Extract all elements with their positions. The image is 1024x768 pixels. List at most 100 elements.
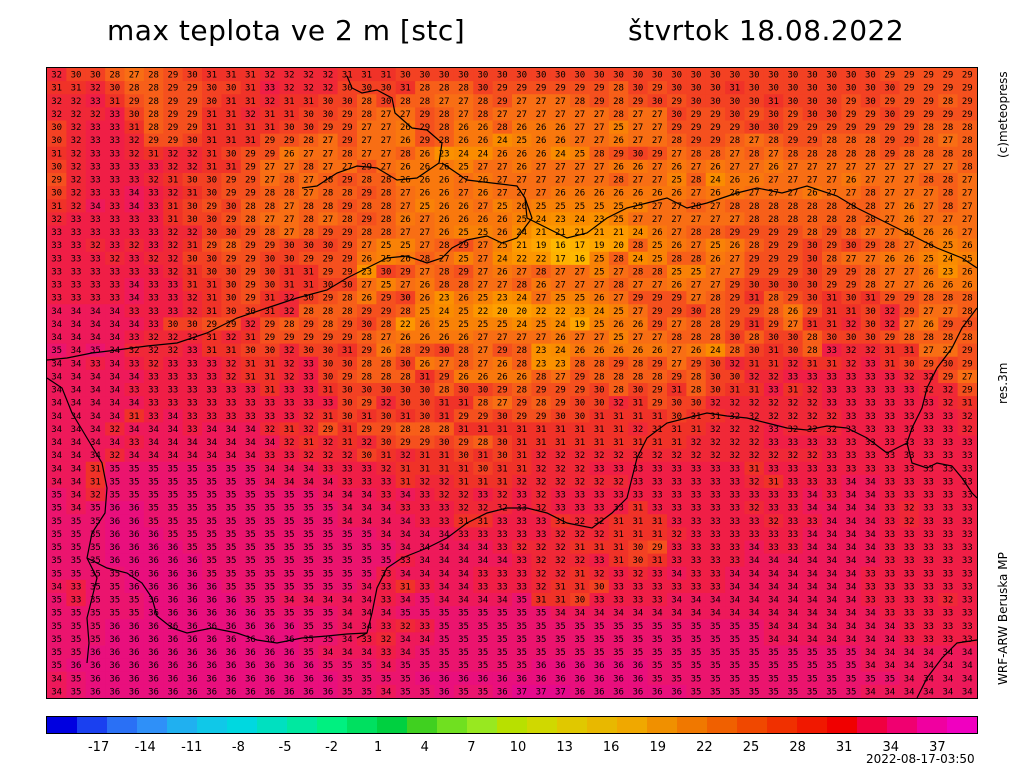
grid-value: 27 <box>497 333 508 343</box>
grid-value: 33 <box>148 320 159 330</box>
grid-value: 28 <box>923 136 934 146</box>
grid-value: 34 <box>807 596 818 606</box>
grid-value: 30 <box>768 281 779 291</box>
grid-value: 26 <box>458 294 469 304</box>
colorbar-step <box>287 717 317 733</box>
grid-value: 35 <box>323 504 334 514</box>
grid-value: 35 <box>381 556 392 566</box>
grid-value: 31 <box>381 71 392 81</box>
grid-value: 32 <box>671 451 682 461</box>
grid-value: 30 <box>846 71 857 81</box>
grid-value: 33 <box>865 399 876 409</box>
grid-value: 29 <box>323 294 334 304</box>
grid-value: 35 <box>71 674 82 684</box>
grid-value: 27 <box>574 333 585 343</box>
grid-value: 29 <box>555 386 566 396</box>
grid-value: 33 <box>865 569 876 579</box>
grid-value: 35 <box>826 661 837 671</box>
grid-value: 30 <box>633 556 644 566</box>
grid-value: 30 <box>788 97 799 107</box>
grid-value: 33 <box>51 281 62 291</box>
grid-value: 29 <box>826 123 837 133</box>
grid-value: 33 <box>206 372 217 382</box>
grid-value: 34 <box>788 622 799 632</box>
grid-cell <box>763 107 784 122</box>
grid-cell <box>415 68 436 82</box>
grid-value: 30 <box>865 320 876 330</box>
grid-value: 29 <box>788 294 799 304</box>
grid-value: 35 <box>109 609 120 619</box>
grid-value: 30 <box>826 333 837 343</box>
grid-value: 26 <box>400 136 411 146</box>
temperature-map[interactable]: 32 30 30 28 27 28 29 30 31 31 31 32 32 32 32 31 31 31 30 30… <box>46 67 978 699</box>
colorbar-tick-label: -17 <box>87 740 110 755</box>
grid-value: 29 <box>381 294 392 304</box>
grid-value: 35 <box>264 569 275 579</box>
grid-value: 35 <box>419 661 430 671</box>
grid-value: 34 <box>439 543 450 553</box>
grid-value: 35 <box>206 464 217 474</box>
grid-value: 30 <box>633 71 644 81</box>
grid-value: 28 <box>400 307 411 317</box>
grid-value: 25 <box>652 241 663 251</box>
grid-cell <box>202 68 222 82</box>
grid-value: 30 <box>846 84 857 94</box>
grid-value: 28 <box>516 386 527 396</box>
grid-value: 27 <box>381 333 392 343</box>
grid-value: 28 <box>943 294 954 304</box>
grid-value: 35 <box>381 674 392 684</box>
grid-value: 29 <box>652 294 663 304</box>
grid-value: 28 <box>846 136 857 146</box>
grid-value: 34 <box>129 425 140 435</box>
grid-value: 31 <box>594 543 605 553</box>
grid-value: 26 <box>768 162 779 172</box>
grid-cell <box>318 94 339 108</box>
grid-cell <box>705 68 726 82</box>
grid-value: 29 <box>788 228 799 238</box>
grid-value: 21 <box>574 228 585 238</box>
grid-value: 29 <box>691 123 702 133</box>
grid-cell <box>705 120 726 135</box>
grid-value: 34 <box>846 530 857 540</box>
grid-cell <box>918 120 939 135</box>
grid-value: 33 <box>943 635 954 645</box>
grid-value: 35 <box>168 517 179 527</box>
grid-value: 31 <box>497 464 508 474</box>
grid-value: 36 <box>206 635 217 645</box>
grid-value: 29 <box>497 84 508 94</box>
grid-value: 32 <box>439 477 450 487</box>
grid-cell <box>415 120 436 135</box>
grid-cell <box>66 68 87 82</box>
grid-value: 24 <box>497 136 508 146</box>
grid-value: 24 <box>633 228 644 238</box>
grid-value: 31 <box>226 123 237 133</box>
colorbar-step <box>677 717 707 733</box>
grid-value: 34 <box>284 596 295 606</box>
grid-value: 33 <box>516 556 527 566</box>
grid-value: 27 <box>671 149 682 159</box>
grid-value: 27 <box>303 176 314 186</box>
grid-value: 33 <box>361 635 372 645</box>
grid-value: 29 <box>245 189 256 199</box>
grid-value: 31 <box>594 425 605 435</box>
grid-value: 30 <box>342 412 353 422</box>
grid-value: 27 <box>303 149 314 159</box>
grid-value: 35 <box>846 674 857 684</box>
grid-value: 34 <box>749 596 760 606</box>
grid-value: 31 <box>168 202 179 212</box>
grid-value: 27 <box>749 136 760 146</box>
grid-value: 36 <box>168 661 179 671</box>
grid-value: 33 <box>633 596 644 606</box>
colorbar-tick-label: -14 <box>134 740 156 755</box>
grid-value: 28 <box>264 228 275 238</box>
grid-value: 29 <box>245 228 256 238</box>
grid-value: 27 <box>594 162 605 172</box>
grid-value: 29 <box>342 123 353 133</box>
grid-cell <box>550 120 571 135</box>
grid-value: 31 <box>206 281 217 291</box>
grid-value: 28 <box>865 136 876 146</box>
grid-cell <box>938 68 959 82</box>
grid-value: 33 <box>768 491 779 501</box>
grid-value: 28 <box>613 97 624 107</box>
grid-value: 31 <box>226 110 237 120</box>
